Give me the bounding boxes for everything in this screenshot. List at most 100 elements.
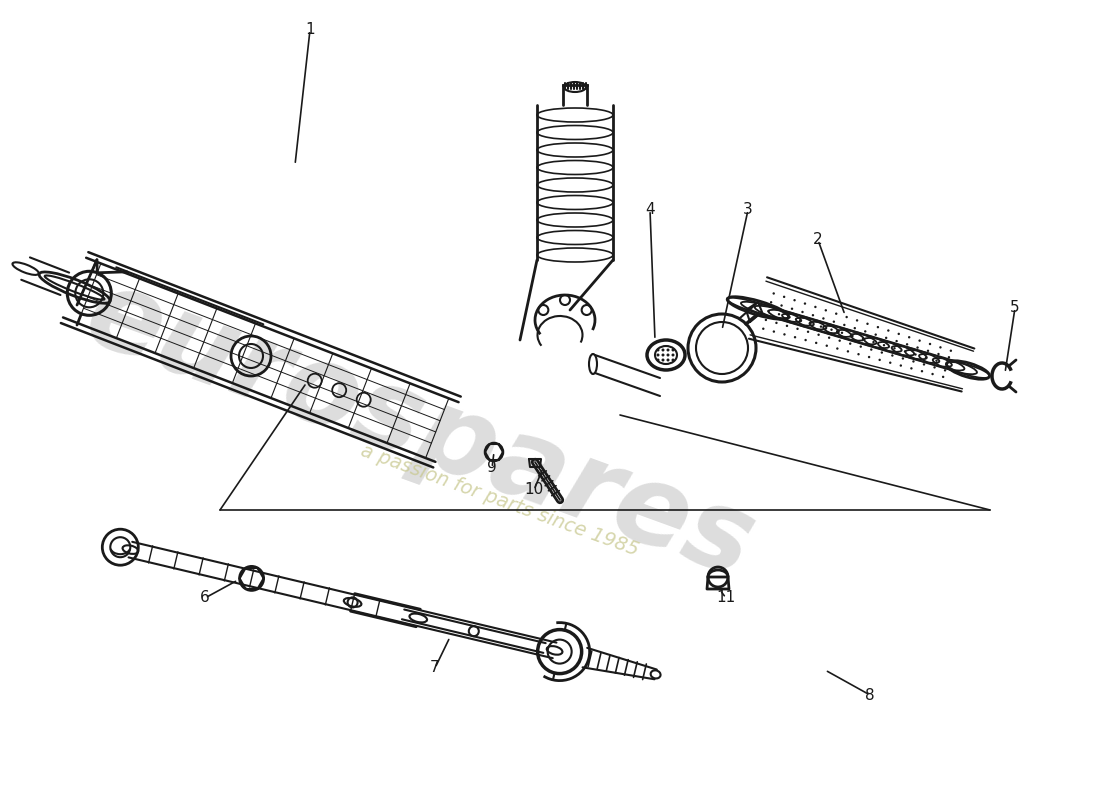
Circle shape: [881, 351, 883, 354]
Circle shape: [657, 354, 660, 357]
Circle shape: [801, 310, 804, 313]
Circle shape: [889, 362, 891, 364]
Circle shape: [933, 366, 936, 369]
Circle shape: [667, 349, 670, 351]
Circle shape: [856, 319, 858, 322]
Circle shape: [877, 326, 879, 328]
Circle shape: [661, 354, 664, 357]
Circle shape: [902, 358, 904, 360]
Circle shape: [887, 330, 890, 332]
Circle shape: [867, 322, 869, 325]
Circle shape: [864, 330, 867, 333]
Circle shape: [949, 350, 953, 352]
Text: 5: 5: [1010, 301, 1020, 315]
Circle shape: [762, 327, 764, 330]
Circle shape: [851, 334, 854, 337]
Circle shape: [671, 354, 674, 357]
Circle shape: [822, 318, 825, 320]
Circle shape: [804, 302, 806, 305]
Circle shape: [815, 342, 817, 344]
Circle shape: [770, 301, 772, 303]
Circle shape: [661, 358, 664, 362]
Circle shape: [939, 346, 942, 349]
Circle shape: [859, 346, 862, 348]
Circle shape: [799, 319, 801, 322]
Circle shape: [671, 349, 674, 351]
Circle shape: [807, 330, 810, 333]
Circle shape: [906, 343, 909, 346]
Circle shape: [948, 356, 950, 358]
Circle shape: [671, 358, 674, 362]
Circle shape: [833, 321, 835, 323]
Circle shape: [910, 367, 913, 370]
Circle shape: [849, 342, 851, 345]
Text: 1: 1: [305, 22, 315, 38]
Circle shape: [764, 318, 767, 321]
Circle shape: [830, 329, 833, 331]
Circle shape: [796, 328, 799, 330]
Text: 2: 2: [813, 233, 823, 247]
Circle shape: [780, 304, 783, 306]
Circle shape: [828, 337, 830, 339]
Circle shape: [898, 333, 900, 335]
Circle shape: [942, 376, 944, 378]
Circle shape: [857, 353, 860, 355]
Circle shape: [925, 357, 927, 358]
Text: 8: 8: [866, 687, 874, 702]
Circle shape: [932, 373, 934, 375]
Circle shape: [835, 313, 837, 315]
Circle shape: [916, 346, 918, 349]
Circle shape: [846, 316, 848, 318]
Circle shape: [921, 370, 923, 373]
Circle shape: [817, 334, 820, 336]
Circle shape: [879, 358, 881, 361]
Text: eurospares: eurospares: [72, 259, 769, 601]
Circle shape: [870, 348, 872, 350]
Text: 11: 11: [716, 590, 736, 606]
Text: 10: 10: [525, 482, 543, 498]
Circle shape: [918, 339, 921, 342]
Circle shape: [923, 363, 925, 366]
Circle shape: [912, 360, 915, 362]
Circle shape: [768, 310, 770, 312]
Circle shape: [772, 330, 775, 333]
Circle shape: [874, 334, 877, 336]
Circle shape: [820, 326, 822, 328]
Circle shape: [667, 354, 670, 357]
Circle shape: [883, 344, 886, 346]
Circle shape: [891, 354, 893, 357]
Circle shape: [854, 327, 856, 330]
Circle shape: [914, 354, 916, 356]
Circle shape: [838, 339, 840, 342]
Circle shape: [937, 353, 939, 355]
Circle shape: [776, 322, 778, 324]
Circle shape: [814, 306, 816, 308]
Circle shape: [928, 342, 932, 345]
Circle shape: [895, 340, 898, 342]
Circle shape: [836, 347, 838, 350]
Circle shape: [778, 313, 780, 315]
Circle shape: [872, 341, 875, 343]
Circle shape: [843, 324, 846, 326]
Circle shape: [826, 345, 828, 347]
Circle shape: [825, 309, 827, 311]
Circle shape: [840, 331, 844, 334]
Text: 6: 6: [200, 590, 210, 606]
Circle shape: [944, 369, 946, 371]
Circle shape: [667, 358, 670, 362]
Circle shape: [804, 339, 806, 342]
Circle shape: [772, 292, 774, 294]
Text: a passion for parts since 1985: a passion for parts since 1985: [359, 441, 641, 559]
Circle shape: [935, 359, 937, 362]
Circle shape: [886, 337, 888, 339]
Circle shape: [908, 336, 911, 338]
Circle shape: [661, 349, 664, 351]
Text: 3: 3: [744, 202, 752, 218]
Circle shape: [810, 322, 812, 325]
Circle shape: [791, 307, 793, 310]
Circle shape: [946, 362, 948, 365]
Circle shape: [900, 364, 902, 366]
Circle shape: [657, 358, 660, 362]
Circle shape: [847, 350, 849, 353]
Circle shape: [783, 296, 785, 298]
